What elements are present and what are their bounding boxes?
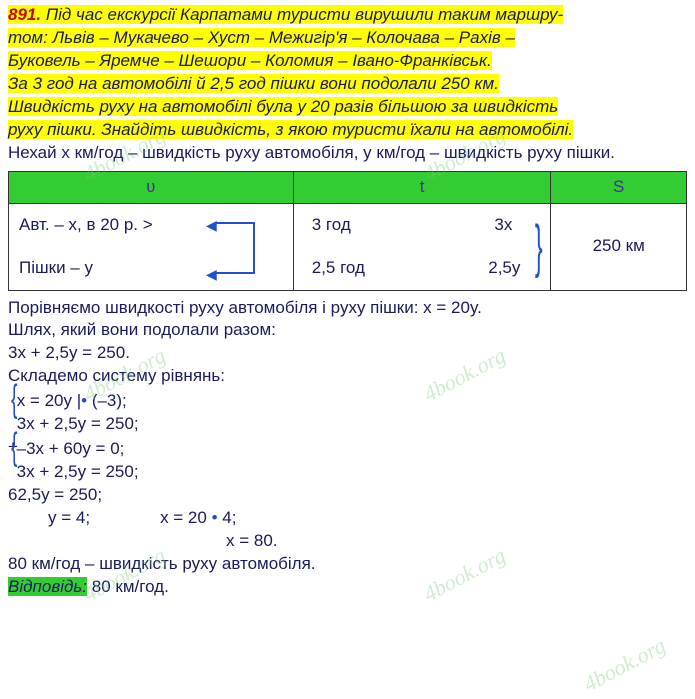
path-label: Шлях, який вони подолали разом: xyxy=(8,319,687,342)
sys1-eq1: x = 20y |• (–3); xyxy=(17,390,139,413)
sys1-eq2: 3x + 2,5y = 250; xyxy=(17,413,139,436)
u-walk: Пішки – y xyxy=(19,257,93,280)
problem-line1: Під час екскурсії Карпатами туристи виру… xyxy=(41,5,563,24)
result-y: y = 4; xyxy=(8,507,90,530)
t-car-expr: 3x xyxy=(494,214,512,237)
brace-icon: { xyxy=(11,388,17,411)
conclusion: 80 км/год – швидкість руху автомобіля. xyxy=(8,553,687,576)
th-distance: S xyxy=(551,171,687,203)
answer-value: 80 км/год. xyxy=(87,577,169,596)
problem-line4: За 3 год на автомобілі й 2,5 год пішки в… xyxy=(8,74,499,93)
path-eq: 3x + 2,5y = 250. xyxy=(8,342,687,365)
th-speed: ʋ xyxy=(9,171,294,203)
sys2-eq1: –3x + 60y = 0; xyxy=(17,438,139,461)
arrow-head-icon: ◀ xyxy=(206,216,217,235)
system-1: { x = 20y |• (–3); 3x + 2,5y = 250; xyxy=(8,388,687,436)
cell-time: 3 год 3x 2,5 год 2,5y } xyxy=(293,203,551,290)
answer-label: Відповідь: xyxy=(8,577,87,596)
problem-line2: том: Львів – Мукачево – Хуст – Межигір'я… xyxy=(8,28,515,47)
problem-statement: 891. Під час екскурсії Карпатами туристи… xyxy=(8,4,687,142)
compare-bracket xyxy=(215,222,255,274)
result-x: x = 80. xyxy=(8,530,687,553)
sys-label: Складемо систему рівнянь: xyxy=(8,365,687,388)
system-2: + { –3x + 60y = 0; 3x + 2,5y = 250; xyxy=(8,436,687,484)
th-time: t xyxy=(293,171,551,203)
t-walk-time: 2,5 год xyxy=(312,257,365,280)
cell-distance: 250 км xyxy=(551,203,687,290)
result-1: 62,5y = 250; xyxy=(8,484,687,507)
problem-line5: Швидкість руху на автомобілі була у 20 р… xyxy=(8,97,558,116)
brace-icon: { xyxy=(11,436,17,459)
setup-text: Нехай x км/год – швидкість руху автомобі… xyxy=(8,142,687,165)
watermark: 4book.org xyxy=(578,631,671,699)
problem-line6: руху пішки. Знайдіть швидкість, з якою т… xyxy=(8,120,573,139)
u-car: Авт. – x, в 20 р. > xyxy=(19,214,153,237)
data-table: ʋ t S Авт. – x, в 20 р. > Пішки – y ◀ ◀ … xyxy=(8,171,687,291)
problem-line3: Буковель – Яремче – Шешори – Коломия – І… xyxy=(8,51,492,70)
result-x-calc: x = 20 • 4; xyxy=(160,507,236,530)
sys2-eq2: 3x + 2,5y = 250; xyxy=(17,461,139,484)
answer-row: Відповідь: 80 км/год. xyxy=(8,576,687,599)
sum-brace-icon: } xyxy=(535,218,543,276)
t-car-time: 3 год xyxy=(312,214,351,237)
t-walk-expr: 2,5y xyxy=(488,257,520,280)
cell-speed: Авт. – x, в 20 р. > Пішки – y ◀ ◀ xyxy=(9,203,294,290)
problem-number: 891. xyxy=(8,5,41,24)
arrow-head-icon: ◀ xyxy=(206,265,217,284)
compare-text: Порівняємо швидкості руху автомобіля і р… xyxy=(8,297,687,320)
